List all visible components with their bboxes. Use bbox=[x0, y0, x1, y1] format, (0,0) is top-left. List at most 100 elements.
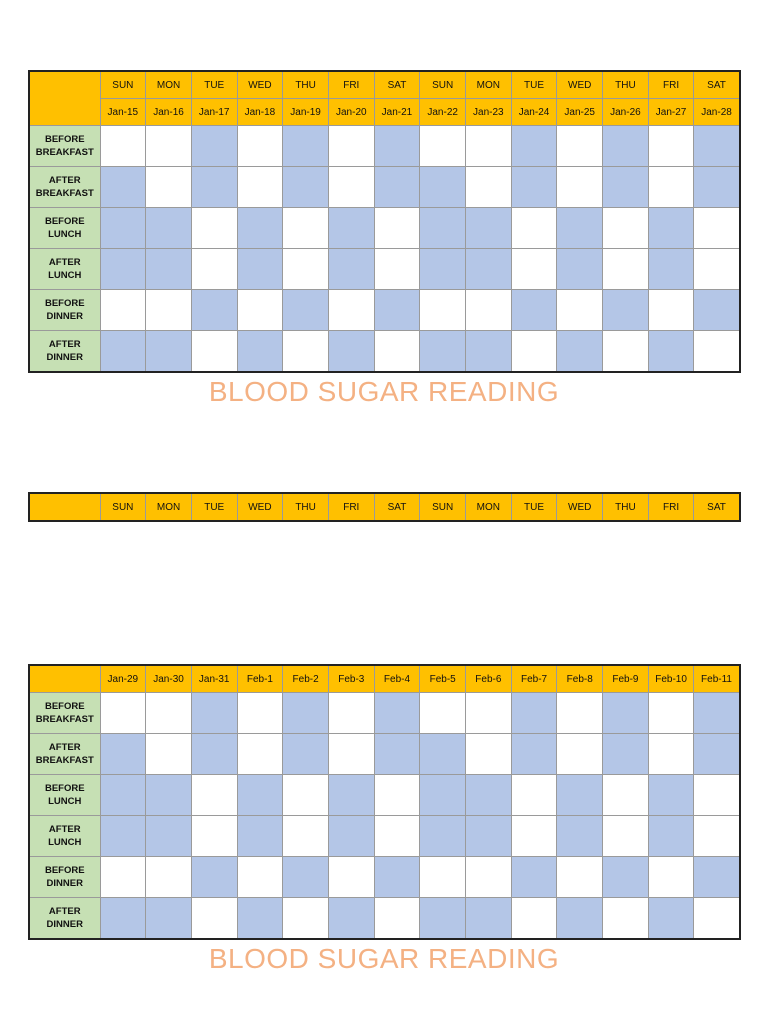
reading-cell[interactable] bbox=[647, 774, 695, 816]
reading-cell[interactable] bbox=[373, 897, 421, 940]
reading-cell[interactable] bbox=[556, 774, 604, 816]
reading-cell[interactable] bbox=[602, 815, 649, 857]
reading-cell[interactable] bbox=[647, 733, 695, 775]
reading-cell[interactable] bbox=[99, 774, 147, 816]
reading-cell[interactable] bbox=[602, 289, 649, 331]
reading-cell[interactable] bbox=[693, 207, 741, 249]
reading-cell[interactable] bbox=[602, 897, 649, 940]
reading-cell[interactable] bbox=[556, 733, 604, 775]
reading-cell[interactable] bbox=[99, 733, 147, 775]
reading-cell[interactable] bbox=[282, 692, 329, 734]
reading-cell[interactable] bbox=[282, 815, 329, 857]
reading-cell[interactable] bbox=[236, 248, 284, 290]
reading-cell[interactable] bbox=[556, 289, 604, 331]
reading-cell[interactable] bbox=[99, 289, 147, 331]
reading-cell[interactable] bbox=[236, 897, 284, 940]
reading-cell[interactable] bbox=[99, 856, 147, 898]
reading-cell[interactable] bbox=[419, 897, 466, 940]
reading-cell[interactable] bbox=[373, 166, 421, 208]
reading-cell[interactable] bbox=[99, 166, 147, 208]
reading-cell[interactable] bbox=[419, 692, 466, 734]
reading-cell[interactable] bbox=[693, 856, 741, 898]
reading-cell[interactable] bbox=[647, 125, 695, 167]
reading-cell[interactable] bbox=[510, 856, 558, 898]
reading-cell[interactable] bbox=[465, 856, 512, 898]
reading-cell[interactable] bbox=[373, 774, 421, 816]
reading-cell[interactable] bbox=[373, 733, 421, 775]
reading-cell[interactable] bbox=[647, 330, 695, 373]
reading-cell[interactable] bbox=[190, 815, 238, 857]
reading-cell[interactable] bbox=[647, 166, 695, 208]
reading-cell[interactable] bbox=[510, 125, 558, 167]
reading-cell[interactable] bbox=[327, 289, 375, 331]
reading-cell[interactable] bbox=[282, 856, 329, 898]
reading-cell[interactable] bbox=[327, 774, 375, 816]
reading-cell[interactable] bbox=[693, 774, 741, 816]
reading-cell[interactable] bbox=[99, 207, 147, 249]
reading-cell[interactable] bbox=[465, 330, 512, 373]
reading-cell[interactable] bbox=[236, 289, 284, 331]
reading-cell[interactable] bbox=[236, 733, 284, 775]
reading-cell[interactable] bbox=[190, 207, 238, 249]
reading-cell[interactable] bbox=[327, 897, 375, 940]
reading-cell[interactable] bbox=[602, 774, 649, 816]
reading-cell[interactable] bbox=[145, 330, 192, 373]
reading-cell[interactable] bbox=[556, 897, 604, 940]
reading-cell[interactable] bbox=[647, 207, 695, 249]
reading-cell[interactable] bbox=[510, 692, 558, 734]
reading-cell[interactable] bbox=[602, 330, 649, 373]
reading-cell[interactable] bbox=[145, 207, 192, 249]
reading-cell[interactable] bbox=[556, 330, 604, 373]
reading-cell[interactable] bbox=[373, 815, 421, 857]
reading-cell[interactable] bbox=[465, 692, 512, 734]
reading-cell[interactable] bbox=[236, 815, 284, 857]
reading-cell[interactable] bbox=[419, 166, 466, 208]
reading-cell[interactable] bbox=[99, 248, 147, 290]
reading-cell[interactable] bbox=[236, 692, 284, 734]
reading-cell[interactable] bbox=[647, 289, 695, 331]
reading-cell[interactable] bbox=[510, 733, 558, 775]
reading-cell[interactable] bbox=[419, 207, 466, 249]
reading-cell[interactable] bbox=[236, 856, 284, 898]
reading-cell[interactable] bbox=[465, 207, 512, 249]
reading-cell[interactable] bbox=[282, 897, 329, 940]
reading-cell[interactable] bbox=[236, 207, 284, 249]
reading-cell[interactable] bbox=[465, 289, 512, 331]
reading-cell[interactable] bbox=[282, 125, 329, 167]
reading-cell[interactable] bbox=[419, 330, 466, 373]
reading-cell[interactable] bbox=[99, 125, 147, 167]
reading-cell[interactable] bbox=[556, 856, 604, 898]
reading-cell[interactable] bbox=[510, 207, 558, 249]
reading-cell[interactable] bbox=[510, 289, 558, 331]
reading-cell[interactable] bbox=[282, 330, 329, 373]
reading-cell[interactable] bbox=[190, 289, 238, 331]
reading-cell[interactable] bbox=[693, 125, 741, 167]
reading-cell[interactable] bbox=[99, 815, 147, 857]
reading-cell[interactable] bbox=[465, 125, 512, 167]
reading-cell[interactable] bbox=[190, 330, 238, 373]
reading-cell[interactable] bbox=[510, 166, 558, 208]
reading-cell[interactable] bbox=[327, 856, 375, 898]
reading-cell[interactable] bbox=[282, 774, 329, 816]
reading-cell[interactable] bbox=[693, 733, 741, 775]
reading-cell[interactable] bbox=[693, 248, 741, 290]
reading-cell[interactable] bbox=[510, 897, 558, 940]
reading-cell[interactable] bbox=[145, 774, 192, 816]
reading-cell[interactable] bbox=[693, 289, 741, 331]
reading-cell[interactable] bbox=[145, 289, 192, 331]
reading-cell[interactable] bbox=[373, 289, 421, 331]
reading-cell[interactable] bbox=[145, 166, 192, 208]
reading-cell[interactable] bbox=[236, 330, 284, 373]
reading-cell[interactable] bbox=[556, 248, 604, 290]
reading-cell[interactable] bbox=[510, 815, 558, 857]
reading-cell[interactable] bbox=[99, 330, 147, 373]
reading-cell[interactable] bbox=[647, 815, 695, 857]
reading-cell[interactable] bbox=[327, 815, 375, 857]
reading-cell[interactable] bbox=[693, 692, 741, 734]
reading-cell[interactable] bbox=[282, 207, 329, 249]
reading-cell[interactable] bbox=[190, 125, 238, 167]
reading-cell[interactable] bbox=[693, 815, 741, 857]
reading-cell[interactable] bbox=[465, 166, 512, 208]
reading-cell[interactable] bbox=[145, 248, 192, 290]
reading-cell[interactable] bbox=[327, 733, 375, 775]
